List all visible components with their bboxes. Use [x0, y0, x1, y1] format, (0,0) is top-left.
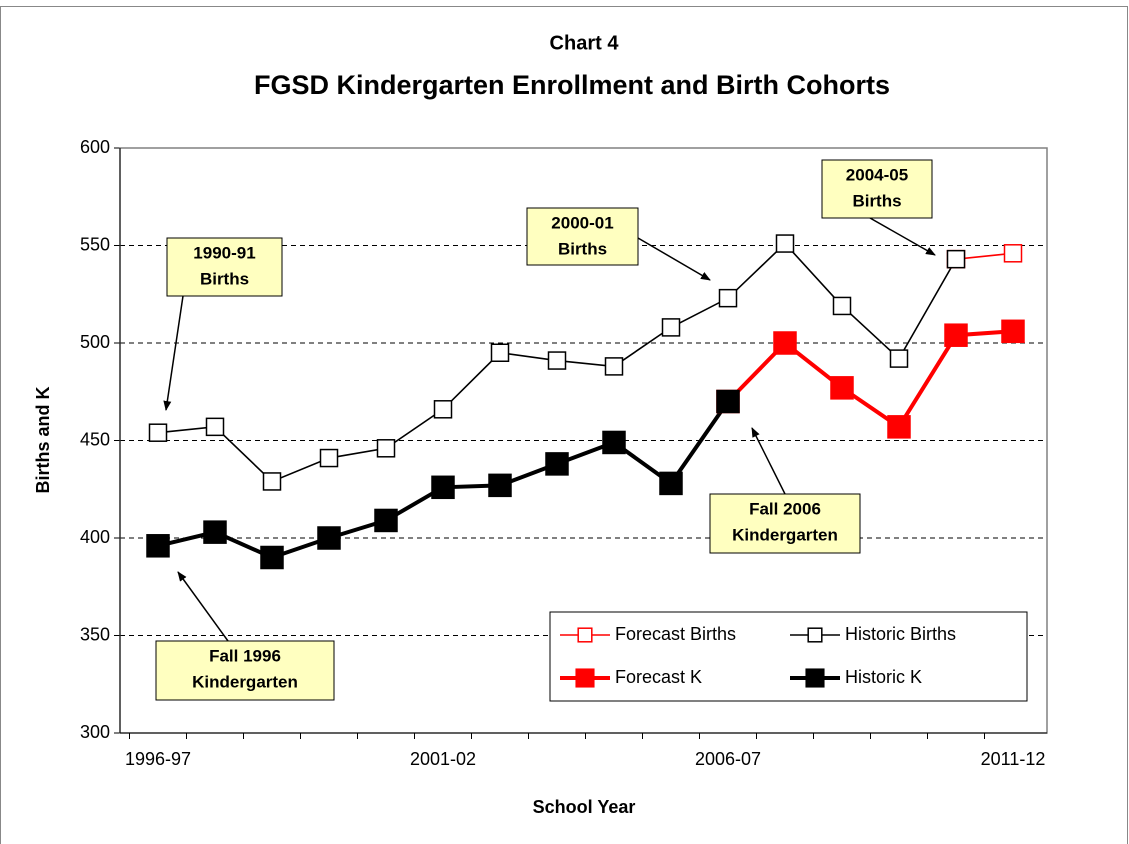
annotation-text: Fall 1996: [209, 646, 281, 665]
y-axis-label: Births and K: [33, 386, 53, 493]
annotation-box: [526, 207, 639, 266]
y-tick-label: 550: [80, 234, 110, 254]
data-point: [205, 417, 225, 437]
data-point: [830, 376, 854, 400]
legend-marker: [807, 627, 823, 643]
data-point: [148, 423, 168, 442]
annotation-box: [821, 159, 933, 219]
annotation-box: [155, 640, 335, 701]
data-point: [374, 508, 398, 533]
y-tick-label: 500: [80, 332, 110, 352]
data-point: [146, 534, 170, 558]
data-point: [262, 472, 282, 491]
data-point: [661, 318, 681, 337]
data-point: [431, 475, 455, 500]
annotation-arrow: [177, 571, 229, 642]
y-tick-label: 300: [80, 722, 110, 742]
annotation-text: 2004-05: [846, 165, 908, 184]
data-point: [602, 430, 626, 455]
data-point: [659, 471, 683, 496]
annotation-text: Births: [852, 191, 901, 210]
data-point: [604, 357, 624, 376]
data-point: [545, 452, 569, 476]
annotation-arrow: [163, 295, 184, 411]
chart-label: Chart 4: [550, 32, 620, 54]
data-point: [832, 296, 852, 316]
legend-label: Historic K: [845, 667, 922, 687]
annotation-text: Kindergarten: [732, 525, 838, 544]
data-point: [547, 351, 567, 370]
data-point: [317, 526, 341, 550]
legend-label: Forecast K: [615, 667, 702, 687]
legend-marker: [577, 627, 593, 643]
y-tick-label: 450: [80, 429, 110, 449]
data-point: [1001, 319, 1025, 344]
annotation-arrow: [637, 237, 711, 281]
x-tick-label: 2006-07: [695, 749, 761, 769]
data-point: [490, 343, 510, 362]
legend-box: [549, 611, 1028, 702]
data-point: [887, 415, 911, 439]
annotation-text: Births: [558, 239, 607, 258]
data-point: [775, 234, 795, 253]
annotation-text: Births: [200, 269, 249, 288]
chart-title: FGSD Kindergarten Enrollment and Birth C…: [254, 70, 890, 100]
y-tick-label: 350: [80, 624, 110, 644]
annotation-text: Kindergarten: [192, 672, 298, 691]
legend-marker: [575, 668, 595, 688]
data-point: [260, 545, 284, 570]
data-point: [433, 400, 453, 419]
annotation-arrow: [869, 217, 936, 256]
data-point: [716, 389, 740, 414]
legend-label: Historic Births: [845, 624, 956, 644]
data-point: [773, 331, 797, 355]
data-point: [944, 323, 968, 347]
y-tick-label: 400: [80, 527, 110, 547]
annotation-text: 1990-91: [193, 243, 255, 262]
series-line: [955, 252, 1014, 260]
x-axis-label: School Year: [533, 797, 636, 817]
x-tick-label: 2001-02: [410, 749, 476, 769]
x-tick-label: 1996-97: [125, 749, 191, 769]
data-point: [376, 439, 396, 458]
annotation-arrow: [751, 427, 786, 495]
data-point: [1003, 244, 1023, 263]
data-point: [203, 520, 227, 544]
data-point: [718, 288, 738, 308]
annotation-text: Fall 2006: [749, 499, 821, 518]
legend-label: Forecast Births: [615, 624, 736, 644]
data-point: [488, 473, 512, 498]
y-tick-label: 600: [80, 137, 110, 157]
annotation-text: 2000-01: [551, 213, 613, 232]
legend-marker: [805, 668, 825, 688]
x-tick-label: 2011-12: [981, 749, 1046, 769]
annotation-box: [709, 493, 861, 554]
data-point: [319, 448, 339, 468]
data-point: [946, 249, 966, 269]
data-point: [889, 349, 909, 368]
annotation-box: [166, 237, 283, 297]
